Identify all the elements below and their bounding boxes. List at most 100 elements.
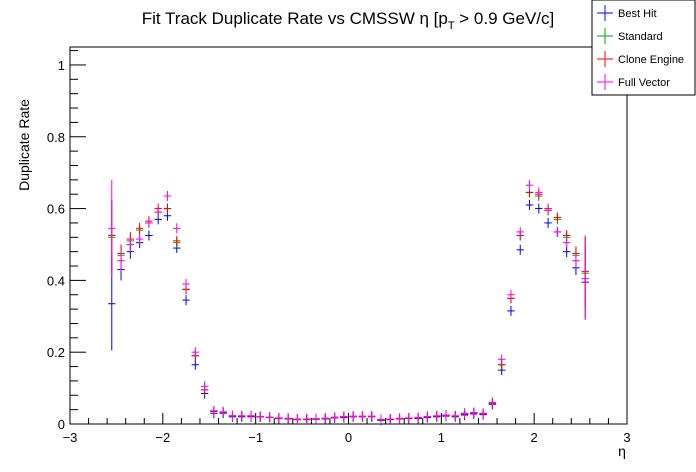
data-series [108,179,589,426]
data-point [173,235,181,246]
data-point [470,407,478,418]
data-point [553,226,562,237]
data-point [321,413,330,424]
data-point [507,289,515,300]
series-clone-engine [108,187,589,425]
y-tick-label: 0.2 [47,345,65,360]
legend-entry: Standard [597,28,663,44]
data-point [367,411,376,422]
data-point [395,413,404,424]
data-point [544,217,552,228]
data-point [544,205,552,216]
data-point [117,249,125,272]
data-point [386,413,394,424]
legend-entry: Full Vector [597,74,670,90]
data-point [256,411,265,422]
y-tick-label: 0.8 [47,130,65,145]
data-point [191,359,200,370]
x-axis: −3 −2 −1 0 1 2 3 [63,413,631,445]
data-point [516,226,524,237]
data-point [135,233,144,245]
data-point [405,412,413,423]
legend-label: Full Vector [618,77,670,89]
data-point [423,411,432,422]
data-point [182,278,190,289]
x-tick-label: 1 [438,430,445,445]
x-tick-label: 2 [531,430,538,445]
data-point [340,411,348,422]
x-tick-label: −3 [63,430,78,445]
data-point [191,347,200,358]
data-point [238,410,246,421]
data-point [432,410,441,421]
data-point [126,237,135,252]
x-tick-label: 0 [345,430,352,445]
data-point [265,412,274,423]
data-point [303,413,311,424]
data-point [210,405,218,416]
chart-title: Fit Track Duplicate Rate vs CMSSW η [pT … [142,9,555,32]
data-point [516,244,524,255]
y-axis: 0 0.2 0.4 0.6 0.8 1 [47,50,86,432]
y-tick-label: 0.6 [47,202,65,217]
data-point [349,411,357,422]
data-point [442,410,450,421]
data-point [247,410,255,421]
series-standard [108,187,589,425]
data-point [312,413,320,424]
data-point [535,203,543,214]
series-best-hit [108,199,589,426]
data-point [553,212,562,223]
data-point [488,397,497,408]
data-point [525,180,534,191]
data-point [535,187,543,198]
data-point [330,412,339,423]
y-tick-label: 0 [58,417,65,432]
data-point [200,381,209,392]
data-point [275,412,283,423]
data-point [414,412,422,423]
y-tick-label: 1 [58,58,65,73]
data-point [182,295,190,306]
legend-label: Clone Engine [618,54,684,66]
data-point [377,414,385,425]
y-axis-label: Duplicate Rate [16,99,32,191]
legend-entry: Best Hit [597,5,657,21]
data-point [228,410,237,421]
data-point [451,410,459,421]
data-point [479,408,487,419]
data-point [219,406,227,417]
data-point [460,408,469,419]
legend-entry: Clone Engine [597,51,684,67]
data-point [525,199,534,210]
data-point [358,411,367,422]
data-point [572,253,580,268]
x-tick-label: −1 [248,430,263,445]
x-tick-label: 3 [623,430,630,445]
y-tick-label: 0.4 [47,273,65,288]
data-point [108,179,116,277]
data-point [497,354,506,365]
chart-title-suffix: > 0.9 GeV/c] [455,9,555,28]
chart-title-subscript: T [448,20,455,32]
data-point [581,237,589,320]
data-point [562,237,571,249]
data-point [145,230,153,241]
legend: Best Hit Standard Clone Engine Full Vector [591,0,696,96]
data-point [173,223,181,234]
data-point [154,207,162,218]
data-point [507,305,515,316]
legend-label: Standard [618,31,663,43]
data-point [163,191,172,202]
data-point [284,413,292,424]
x-axis-label: η [618,443,626,459]
legend-box [591,0,696,96]
data-point [163,203,172,214]
x-tick-label: −2 [155,430,170,445]
data-point [135,222,144,234]
data-point [145,217,153,228]
legend-label: Best Hit [618,8,657,20]
data-point [293,413,302,424]
series-full-vector [108,179,589,425]
